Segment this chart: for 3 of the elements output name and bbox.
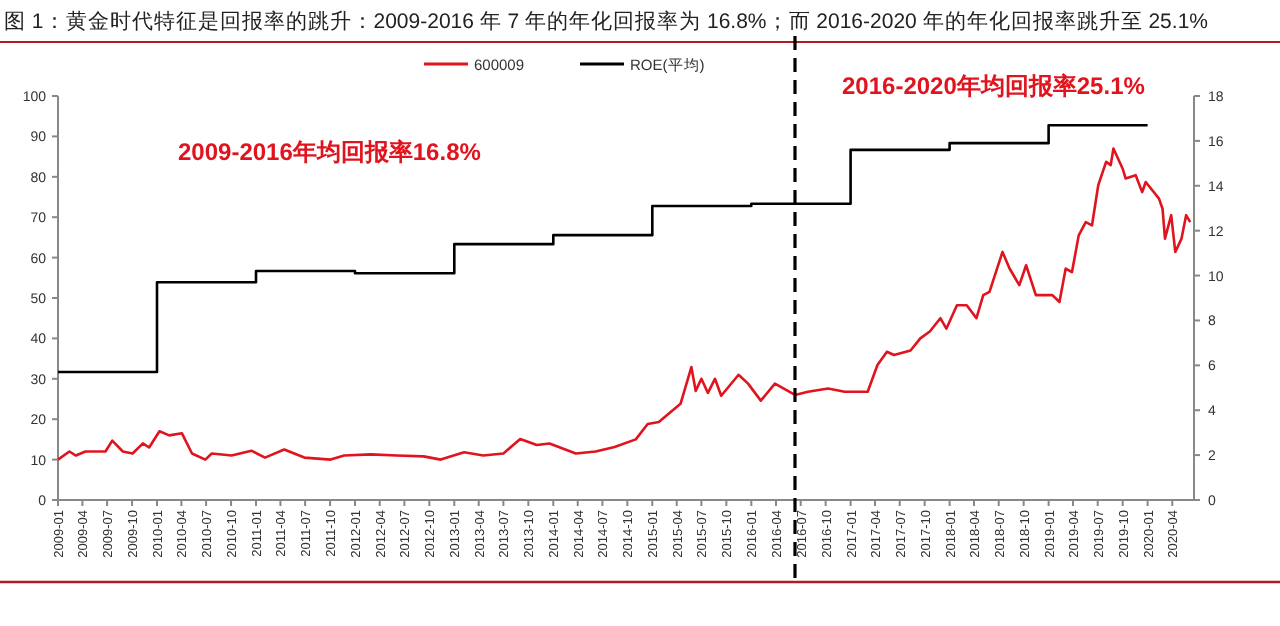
annotation: 2009-2016年均回报率16.8% [178,138,482,166]
chart-title: 图 1：黄金时代特征是回报率的跳升：2009-2016 年 7 年的年化回报率为 16.8%；而 2016-2020 年的年化回报率跳升至 25.1% [4,8,1208,34]
annotation: 2016-2020年均回报率25.1% [842,72,1146,100]
